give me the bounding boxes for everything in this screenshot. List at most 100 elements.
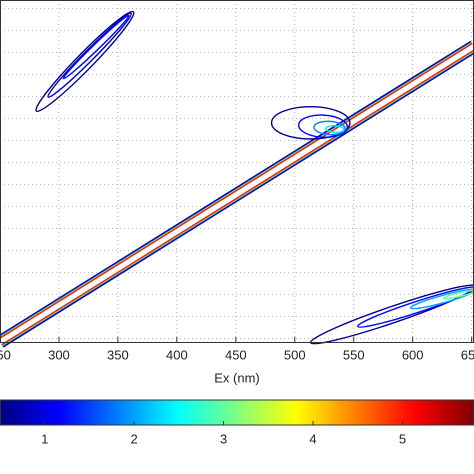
colorbar-cell <box>375 400 380 425</box>
colorbar-cell <box>363 400 368 425</box>
colorbar-cell <box>142 400 147 425</box>
contour-line <box>410 288 474 310</box>
colorbar-cell <box>240 400 246 425</box>
colorbar-cell <box>284 400 289 425</box>
colorbar-cell <box>414 400 420 425</box>
colorbar-cell <box>367 400 372 425</box>
x-tick-label: 400 <box>166 347 188 362</box>
colorbar-cell <box>237 400 242 425</box>
colorbar-cell <box>7 400 13 425</box>
colorbar-cell <box>304 400 309 425</box>
colorbar-cell <box>398 400 404 425</box>
x-tick-label: 300 <box>48 347 70 362</box>
colorbar-cell <box>106 400 112 425</box>
colorbar-cell <box>438 400 443 425</box>
x-tick-label: 450 <box>225 347 247 362</box>
colorbar-cell <box>260 400 266 425</box>
colorbar-cell <box>134 400 139 425</box>
colorbar-cell <box>114 400 120 425</box>
colorbar-cell <box>359 400 364 425</box>
contour-line <box>297 114 349 138</box>
colorbar-cell <box>406 400 412 425</box>
colorbar-cell <box>31 400 37 425</box>
colorbar-cell <box>67 400 72 425</box>
colorbar-cell <box>138 400 143 425</box>
band-contour <box>0 44 474 345</box>
colorbar-cell <box>229 400 234 425</box>
colorbar-cell <box>450 400 455 425</box>
colorbar-cell <box>422 400 428 425</box>
colorbar-cell <box>292 400 297 425</box>
colorbar-cell <box>454 400 459 425</box>
colorbar-cell <box>434 400 440 425</box>
colorbar-cell <box>19 400 25 425</box>
colorbar-cell <box>296 400 301 425</box>
contour-line <box>62 14 130 80</box>
colorbar-cell <box>205 400 210 425</box>
colorbar-cell <box>63 400 68 425</box>
colorbar-cell <box>327 400 333 425</box>
colorbar-cell <box>118 400 124 425</box>
colorbar-cell <box>169 400 175 425</box>
colorbar-cell <box>122 400 127 425</box>
colorbar-cell <box>213 400 218 425</box>
colorbar-tick-label: 1 <box>41 431 48 446</box>
colorbar-cell <box>225 400 230 425</box>
colorbar-cell <box>90 400 96 425</box>
colorbar-cell <box>185 400 191 425</box>
colorbar-cell <box>0 400 5 425</box>
colorbar-cell <box>15 400 21 425</box>
colorbar-cell <box>47 400 52 425</box>
colorbar-cell <box>351 400 357 425</box>
colorbar-cell <box>347 400 353 425</box>
x-tick-label: 500 <box>284 347 306 362</box>
colorbar-cell <box>35 400 41 425</box>
colorbar-cell <box>300 400 305 425</box>
colorbar-cell <box>395 400 400 425</box>
colorbar-cell <box>201 400 206 425</box>
colorbar-cell <box>466 400 471 425</box>
colorbar-cell <box>252 400 258 425</box>
colorbar-cell <box>323 400 329 425</box>
colorbar-cell <box>355 400 361 425</box>
colorbar-cell <box>11 400 17 425</box>
colorbar-cell <box>27 400 33 425</box>
contour-line <box>357 286 474 328</box>
colorbar-cell <box>233 400 238 425</box>
colorbar-cell <box>470 400 474 425</box>
contour-line <box>443 289 474 300</box>
x-tick-label: 550 <box>343 347 365 362</box>
colorbar-cell <box>383 400 388 425</box>
colorbar-cell <box>23 400 29 425</box>
colorbar-cell <box>272 400 278 425</box>
colorbar-cell <box>86 400 92 425</box>
colorbar-cell <box>430 400 436 425</box>
colorbar-cell <box>165 400 171 425</box>
colorbar-cell <box>98 400 104 425</box>
colorbar-cell <box>248 400 254 425</box>
colorbar-cell <box>39 400 45 425</box>
colorbar-cell <box>462 400 467 425</box>
colorbar-cell <box>319 400 325 425</box>
colorbar-cell <box>426 400 432 425</box>
colorbar-cell <box>288 400 293 425</box>
colorbar-cell <box>418 400 424 425</box>
colorbar-cell <box>161 400 167 425</box>
colorbar-cell <box>110 400 116 425</box>
colorbar-cell <box>244 400 250 425</box>
colorbar-cell <box>94 400 100 425</box>
colorbar-tick-label: 4 <box>309 431 316 446</box>
colorbar-cell <box>335 400 341 425</box>
colorbar-cell <box>197 400 203 425</box>
colorbar-cell <box>256 400 262 425</box>
colorbar-cell <box>371 400 376 425</box>
colorbar-cell <box>82 400 88 425</box>
colorbar-cell <box>154 400 159 425</box>
contour-line <box>47 12 132 98</box>
x-tick-label: 600 <box>402 347 424 362</box>
x-tick-label: 350 <box>107 347 129 362</box>
colorbar-cell <box>173 400 179 425</box>
colorbar-cell <box>308 400 313 425</box>
colorbar-cell <box>3 400 9 425</box>
